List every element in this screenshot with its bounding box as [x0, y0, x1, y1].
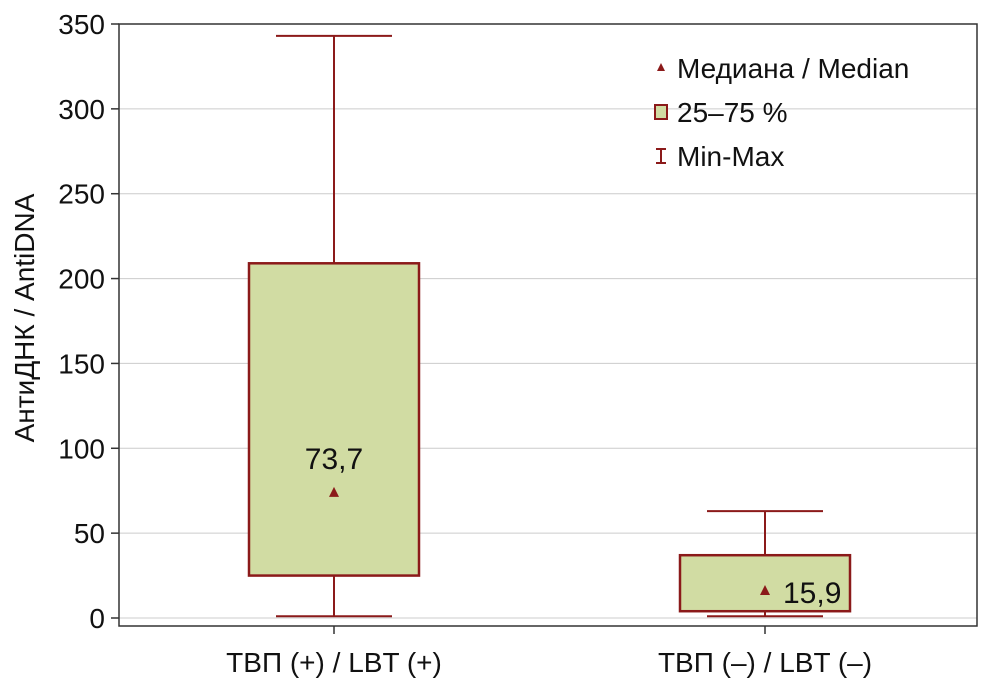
y-axis-label: АнтиДНК / AntiDNA — [9, 193, 40, 442]
box-group: 15,9 — [678, 510, 852, 618]
median-marker — [329, 486, 339, 497]
legend-item: 25–75 % — [654, 97, 788, 128]
y-tick-label: 350 — [58, 9, 105, 40]
legend-whisker-icon — [656, 148, 666, 164]
category-label: ТВП (+) / LBT (+) — [226, 647, 442, 678]
legend-item: Min-Max — [656, 141, 784, 172]
y-tick-label: 200 — [58, 264, 105, 295]
category-label: ТВП (–) / LBT (–) — [658, 647, 872, 678]
y-tick-label: 300 — [58, 94, 105, 125]
grid-lines — [119, 108, 977, 619]
iqr-box — [678, 553, 852, 613]
y-tick-label: 250 — [58, 179, 105, 210]
median-value-label: 73,7 — [305, 443, 363, 476]
legend-triangle-icon — [657, 63, 665, 71]
legend-label: Медиана / Median — [677, 53, 909, 84]
box-group: 73,7 — [247, 34, 421, 618]
median-value-label: 15,9 — [783, 577, 841, 610]
legend-label: Min-Max — [677, 141, 784, 172]
y-tick-label: 50 — [74, 518, 105, 549]
y-tick-label: 0 — [89, 603, 105, 634]
y-tick-label: 150 — [58, 348, 105, 379]
legend-item: Медиана / Median — [657, 53, 909, 84]
legend: Медиана / Median 25–75 % Min-Max — [654, 53, 909, 172]
boxes: 73,7 15,9 — [247, 34, 852, 618]
iqr-box — [247, 262, 421, 577]
y-axis-ticks: 0 50 100 150 200 250 300 350 — [58, 9, 119, 634]
plot-frame — [118, 23, 978, 627]
y-tick-label: 100 — [58, 433, 105, 464]
legend-box-icon — [654, 104, 668, 120]
median-marker — [760, 585, 770, 596]
x-axis-categories: ТВП (+) / LBT (+) ТВП (–) / LBT (–) — [226, 626, 872, 678]
legend-label: 25–75 % — [677, 97, 788, 128]
